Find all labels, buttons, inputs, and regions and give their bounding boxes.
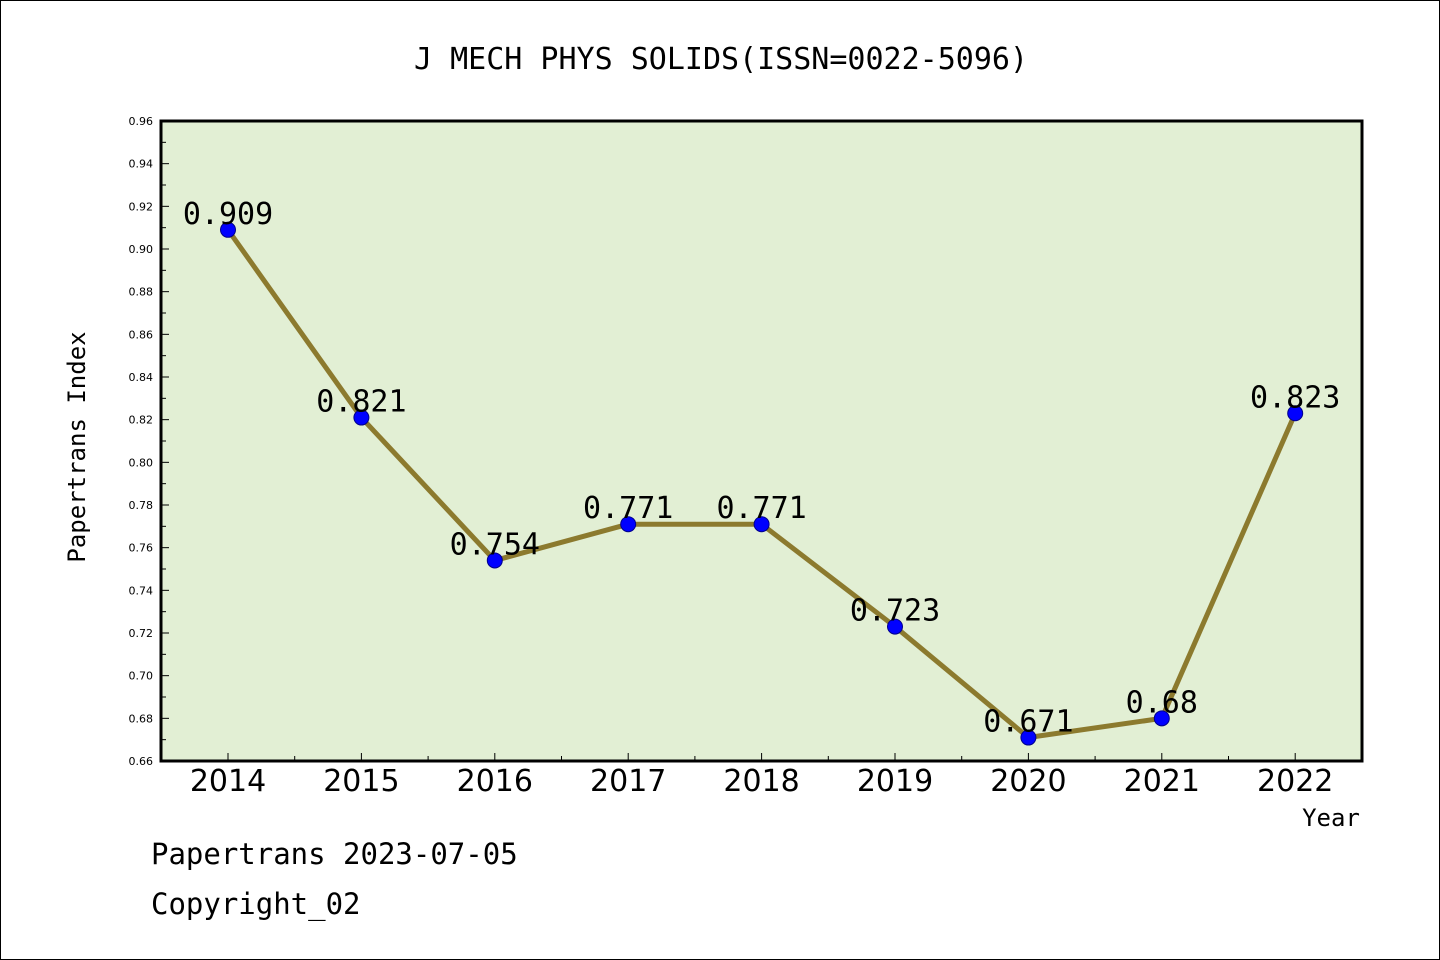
data-label: 0.823 <box>1250 380 1340 415</box>
y-axis-tick-labels: 0.66 0.68 0.70 0.72 0.74 0.76 0.78 0.80 0.82 0.84… <box>129 115 154 768</box>
x-tick-label: 2022 <box>1257 764 1333 799</box>
y-tick-label: 0.70 <box>129 670 154 683</box>
x-tick-label: 2015 <box>323 764 399 799</box>
y-tick-label: 0.94 <box>129 158 154 171</box>
y-tick-label: 0.78 <box>129 499 154 512</box>
y-tick-label: 0.82 <box>129 414 154 427</box>
y-tick-label: 0.88 <box>129 286 154 299</box>
y-tick-label: 0.74 <box>129 584 154 597</box>
data-point <box>887 618 903 635</box>
data-label: 0.909 <box>183 197 273 232</box>
data-point <box>1287 405 1304 422</box>
x-axis-tick-labels: 2014 2015 2016 2017 2018 2019 2020 2021 2022 <box>190 764 1334 799</box>
y-tick-label: 0.92 <box>129 200 154 213</box>
y-axis-ticks <box>161 120 169 762</box>
y-axis-label: Papertrans Index <box>63 331 91 562</box>
x-tick-label: 2019 <box>857 764 933 799</box>
data-point <box>353 409 370 426</box>
x-tick-label: 2016 <box>457 764 533 799</box>
y-tick-label: 0.66 <box>129 755 154 768</box>
y-tick-label: 0.80 <box>129 456 154 469</box>
y-tick-label: 0.84 <box>129 371 154 384</box>
x-axis-label: Year <box>1302 804 1360 832</box>
data-point <box>620 516 637 533</box>
data-label: 0.68 <box>1126 685 1198 720</box>
data-label: 0.754 <box>450 527 540 562</box>
plot-area <box>159 119 1364 763</box>
x-tick-label: 2014 <box>190 764 266 799</box>
data-labels: 0.909 0.821 0.754 0.771 0.771 0.723 0.671 0.68 0… <box>183 197 1341 740</box>
y-tick-label: 0.76 <box>129 542 154 555</box>
x-tick-label: 2020 <box>990 764 1066 799</box>
y-tick-label: 0.68 <box>129 712 154 725</box>
footer-date: Papertrans 2023-07-05 <box>151 837 518 871</box>
chart-title: J MECH PHYS SOLIDS(ISSN=0022-5096) <box>414 42 1028 77</box>
y-tick-label: 0.96 <box>129 115 154 128</box>
y-tick-label: 0.72 <box>129 627 154 640</box>
data-label: 0.671 <box>983 705 1073 740</box>
footer-copyright: Copyright_02 <box>151 887 361 921</box>
data-point <box>753 516 770 533</box>
y-tick-label: 0.86 <box>129 328 154 341</box>
x-tick-label: 2017 <box>590 764 666 799</box>
y-tick-label: 0.90 <box>129 243 154 256</box>
x-axis-ticks <box>227 753 1296 761</box>
x-tick-label: 2018 <box>723 764 799 799</box>
data-label: 0.723 <box>850 594 940 629</box>
data-point <box>1020 729 1037 746</box>
data-label: 0.771 <box>583 491 673 526</box>
data-label: 0.821 <box>316 385 406 420</box>
data-label: 0.771 <box>716 491 806 526</box>
x-tick-label: 2021 <box>1124 764 1200 799</box>
data-point <box>1153 710 1170 727</box>
data-point <box>486 552 503 569</box>
data-point <box>220 221 236 238</box>
series-layer <box>220 221 1304 746</box>
